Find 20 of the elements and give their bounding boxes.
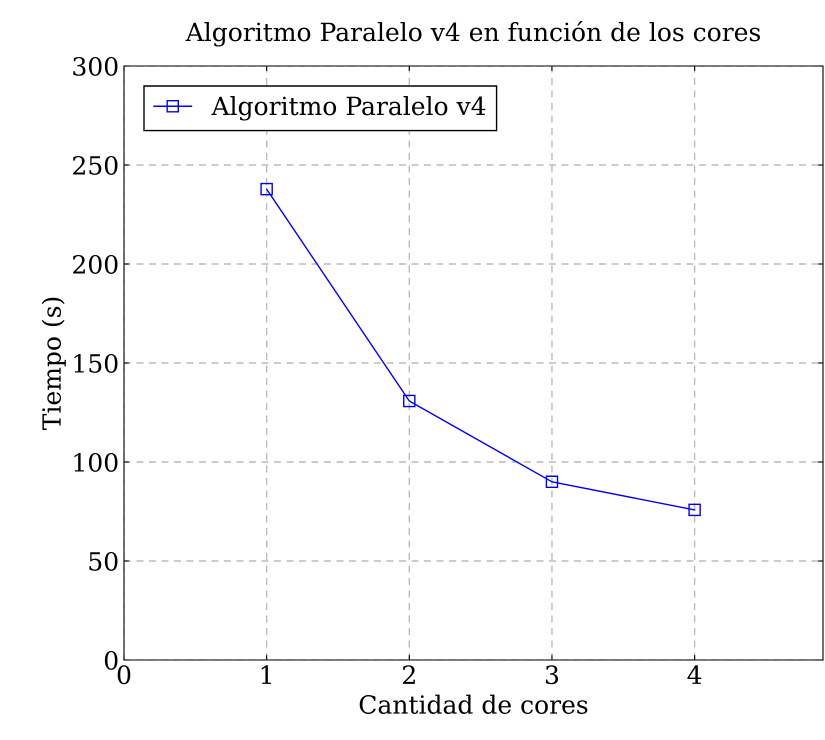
x-tick-label: 3 xyxy=(546,665,558,684)
y-tick-label: 150 xyxy=(74,354,118,373)
y-tick-label: 0 xyxy=(104,650,118,670)
x-tick-label: 4 xyxy=(687,665,702,684)
y-tick-label: 100 xyxy=(74,452,118,472)
y-tick-label: 50 xyxy=(89,552,118,571)
chart-title: Algoritmo Paralelo v4 en función de los cores xyxy=(186,21,760,47)
legend-label: Algoritmo Paralelo v4 xyxy=(211,96,486,121)
x-tick-label: 0 xyxy=(118,665,130,684)
y-axis-title: Tiempo (s) xyxy=(42,298,66,430)
point xyxy=(546,476,558,488)
x-tick-label: 2 xyxy=(403,665,415,684)
point xyxy=(260,182,273,196)
y-tick-label: 200 xyxy=(73,254,118,274)
x-axis-title: Cantidad de cores xyxy=(360,694,588,714)
y-tick-label: 300 xyxy=(73,56,118,76)
point xyxy=(403,394,416,408)
x-tick-label: 1 xyxy=(262,665,272,684)
point xyxy=(688,504,701,516)
y-tick-label: 250 xyxy=(73,156,118,175)
